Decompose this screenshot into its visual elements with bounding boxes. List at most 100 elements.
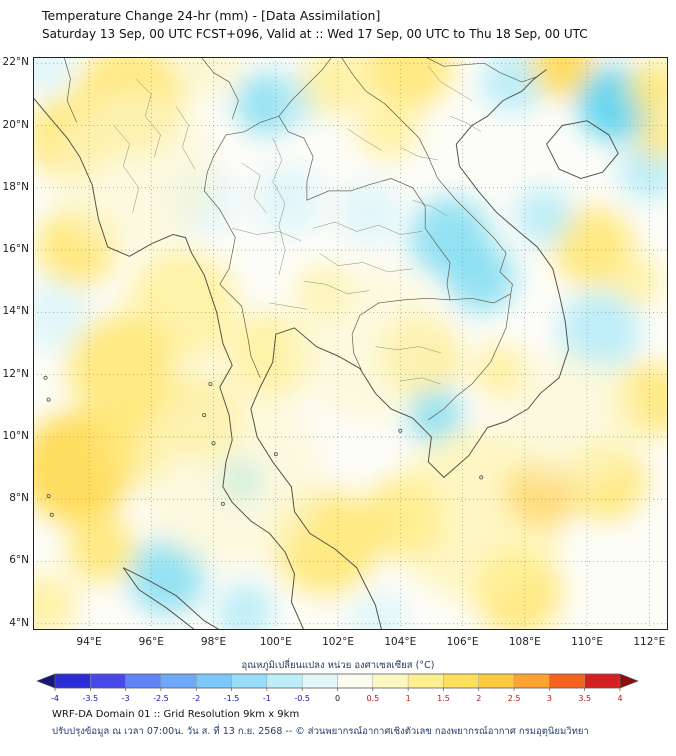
- anomaly-blob: [627, 60, 668, 117]
- island-outline: [479, 475, 484, 480]
- province-border-line: [450, 115, 482, 132]
- province-border-line: [303, 280, 370, 294]
- x-axis-tick-label: 104°E: [384, 636, 417, 648]
- x-axis-tick-label: 110°E: [571, 636, 604, 648]
- island-outline: [208, 381, 213, 386]
- anomaly-blob: [254, 166, 323, 235]
- colorbar-segment: [513, 673, 550, 689]
- colorbar-label: อุณหภูมิเปลี่ยนแปลง หน่วย องศาเซลเซียส (…: [241, 660, 435, 671]
- province-border-line: [400, 147, 438, 161]
- anomaly-field: [33, 57, 668, 630]
- y-axis-tick-label: 20°N: [2, 118, 29, 131]
- footer-credit: ปรับปรุงข้อมูล ณ เวลา 07:00น. วัน ส. ที่…: [52, 726, 589, 737]
- anomaly-blob: [33, 57, 74, 95]
- country-border-line: [450, 293, 511, 304]
- y-axis-tick-label: 10°N: [2, 429, 29, 442]
- country-border-line: [351, 297, 451, 371]
- colorbar-tick-label: -3.5: [83, 694, 99, 703]
- province-border-line: [375, 346, 441, 354]
- country-borders: [63, 57, 536, 421]
- anomaly-blob: [300, 57, 370, 117]
- anomaly-blob: [54, 91, 217, 254]
- country-border-line: [63, 57, 77, 123]
- map-canvas: [33, 57, 668, 630]
- anomaly-blob: [447, 243, 516, 313]
- anomaly-blob: [503, 353, 640, 490]
- province-border-line: [269, 302, 307, 310]
- islands: [43, 375, 484, 517]
- colorbar-segment: [231, 673, 268, 689]
- colorbar-tick-label: 0: [335, 694, 340, 703]
- province-border-line: [241, 162, 267, 213]
- island-outline: [202, 413, 207, 418]
- colorbar-segment: [549, 673, 585, 689]
- coastlines: [33, 69, 619, 630]
- colorbar-ticks: -4 -3.5 -3 -2.5 -2 -1.5 -1 -0.5 0 0.5 1 1.5 2 2.5 3 3.5…: [51, 688, 623, 703]
- island-outline: [211, 441, 216, 446]
- header: Temperature Change 24-hr (mm) - [Data As…: [42, 6, 588, 44]
- colorbar-segment: [125, 673, 162, 689]
- anomaly-blob: [179, 57, 242, 98]
- country-border-line: [340, 57, 513, 294]
- map-plot: [33, 57, 668, 630]
- colorbar-tick-label: 2: [476, 694, 481, 703]
- x-axis-tick-label: 100°E: [259, 636, 292, 648]
- island-outline: [398, 428, 403, 433]
- colorbar-tick-label: 1: [406, 694, 411, 703]
- island-outline: [273, 452, 278, 457]
- colorbar: -4 -3.5 -3 -2.5 -2 -1.5 -1 -0.5 0 0.5 1 1.5 2 2.5 3 3.5…: [36, 673, 639, 703]
- colorbar-segment: [90, 673, 126, 689]
- x-axis-tick-label: 102°E: [322, 636, 355, 648]
- anomaly-blob: [33, 574, 77, 630]
- island-outline: [46, 494, 51, 499]
- anomaly-blob: [67, 514, 136, 584]
- plot-frame-border: [33, 57, 668, 630]
- colorbar-tick-label: -4: [51, 694, 59, 703]
- coastline: [546, 120, 619, 180]
- province-border-line: [400, 377, 441, 385]
- country-border-line: [425, 57, 536, 83]
- province-border-line: [412, 199, 448, 217]
- colorbar-tick-label: -0.5: [294, 694, 310, 703]
- island-outline: [46, 397, 51, 402]
- colorbar-gradient: [54, 673, 621, 689]
- x-axis-tick-label: 94°E: [76, 636, 102, 648]
- colorbar-tick-label: -1.5: [224, 694, 240, 703]
- colorbar-tick-label: -2.5: [153, 694, 169, 703]
- colorbar-tick-label: 1.5: [437, 694, 450, 703]
- country-border-line: [203, 115, 280, 378]
- anomaly-blob: [356, 97, 419, 160]
- colorbar-segment: [407, 673, 444, 689]
- province-border-line: [232, 228, 301, 241]
- y-axis-tick-label: 12°N: [2, 367, 29, 380]
- island-outline: [43, 375, 48, 380]
- colorbar-segment: [54, 673, 91, 689]
- province-border-line: [272, 137, 286, 276]
- country-border-line: [278, 57, 333, 117]
- x-axis-tick-label: 108°E: [508, 636, 541, 648]
- anomaly-blob: [338, 181, 401, 244]
- anomaly-blob: [515, 187, 572, 244]
- colorbar-segment: [372, 673, 409, 689]
- page-title: Temperature Change 24-hr (mm) - [Data As…: [42, 8, 381, 23]
- colorbar-segment: [301, 673, 338, 689]
- y-axis-tick-label: 22°N: [2, 56, 29, 69]
- colorbar-tick-label: 3: [547, 694, 552, 703]
- x-axis-tick-label: 98°E: [200, 636, 227, 648]
- colorbar-right-arrow: [619, 673, 639, 689]
- province-border-line: [347, 128, 382, 151]
- province-border-line: [113, 125, 140, 213]
- colorbar-segment: [478, 673, 515, 689]
- anomaly-blob: [531, 57, 594, 98]
- anomaly-blob: [33, 281, 89, 350]
- y-axis-tick-label: 14°N: [2, 305, 29, 318]
- island-outline: [49, 512, 54, 517]
- y-axis-tick-label: 18°N: [2, 180, 29, 193]
- anomaly-blob: [226, 312, 314, 400]
- y-axis-tick-label: 8°N: [9, 492, 29, 505]
- y-axis-tick-label: 6°N: [9, 554, 29, 567]
- country-border-line: [428, 293, 512, 421]
- colorbar-segment: [196, 673, 232, 689]
- island-outline: [220, 501, 225, 506]
